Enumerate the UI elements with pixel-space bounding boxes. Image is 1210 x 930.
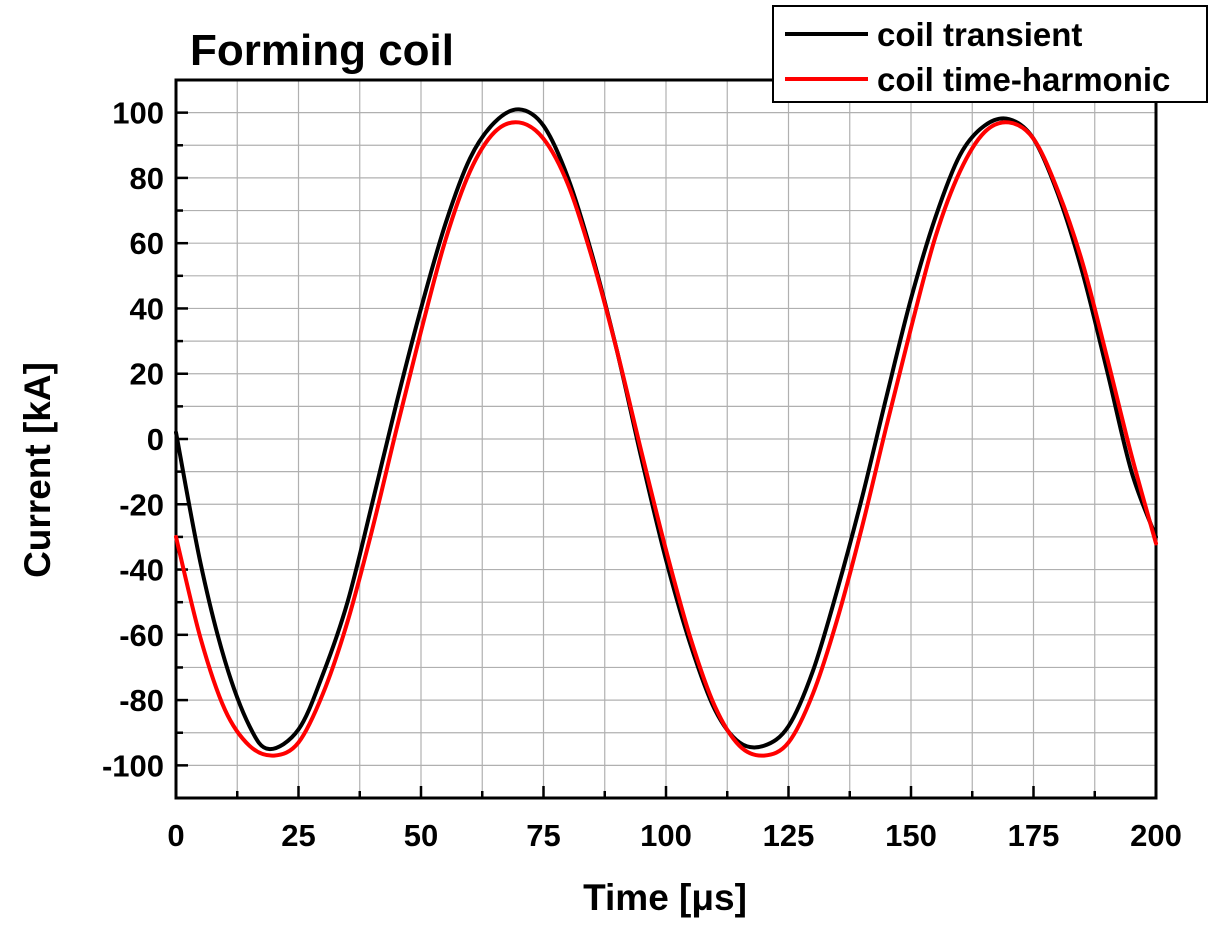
x-tick-label: 0 [167, 818, 184, 853]
x-tick-labels: 0 25 50 75 100 125 150 175 200 [167, 818, 1181, 853]
x-tick-label: 25 [281, 818, 315, 853]
y-tick-label: -20 [119, 487, 164, 522]
x-tick-label: 125 [763, 818, 815, 853]
x-tick-label: 150 [885, 818, 937, 853]
legend-box [772, 5, 1208, 103]
y-tick-label: 60 [130, 226, 164, 261]
x-tick-label: 75 [526, 818, 560, 853]
y-tick-label: -40 [119, 553, 164, 588]
y-tick-labels: -100 -80 -60 -40 -20 0 20 40 60 80 100 [102, 96, 164, 784]
y-tick-label: -100 [102, 748, 164, 783]
series-layer [174, 107, 1158, 758]
x-tick-label: 50 [404, 818, 438, 853]
y-tick-label: -60 [119, 618, 164, 653]
y-tick-label: 40 [130, 291, 164, 326]
series-line-coil-time-harmonic [174, 120, 1158, 758]
x-tick-label: 200 [1130, 818, 1182, 853]
legend-label-coil-transient: coil transient [877, 16, 1082, 53]
chart-title: Forming coil [190, 26, 454, 75]
x-tick-label: 175 [1008, 818, 1060, 853]
y-tick-label: -80 [119, 683, 164, 718]
legend: coil transient coil time-harmonic [772, 5, 1208, 103]
x-axis-title: Time [μs] [583, 877, 747, 918]
y-tick-label: 20 [130, 357, 164, 392]
legend-label-coil-time-harmonic: coil time-harmonic [877, 61, 1170, 98]
series-line-coil-transient [174, 107, 1158, 752]
axis-ticks [174, 78, 1158, 800]
y-tick-label: 100 [112, 96, 164, 131]
x-tick-label: 100 [640, 818, 692, 853]
y-tick-label: 0 [147, 422, 164, 457]
y-tick-label: 80 [130, 161, 164, 196]
y-axis-title: Current [kA] [17, 362, 58, 578]
